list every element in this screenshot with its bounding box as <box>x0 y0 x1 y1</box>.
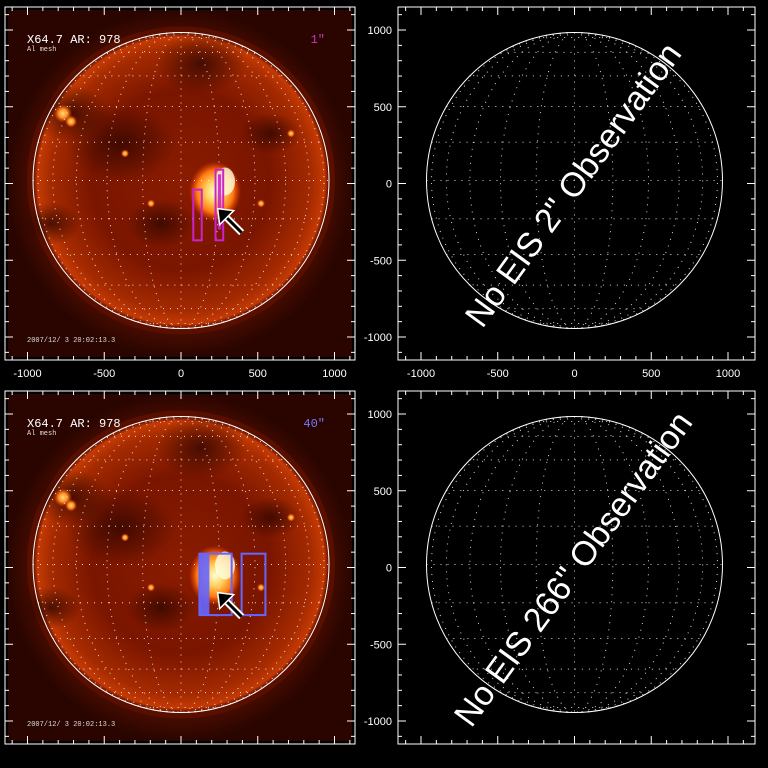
bright-point <box>121 533 129 542</box>
x-tick-label: 0 <box>178 368 184 380</box>
limb-circle <box>32 416 330 713</box>
eis-raster-box <box>192 188 203 242</box>
limb-circle <box>32 32 330 329</box>
resolution-label: 1" <box>311 33 325 47</box>
panel-subheader: Al mesh <box>27 46 56 54</box>
eis-raster-fill <box>199 553 210 616</box>
x-tick-label: -1000 <box>13 368 41 380</box>
longitude-line <box>180 32 310 329</box>
y-tick-label: 0 <box>386 179 392 191</box>
y-tick-label: -500 <box>370 639 392 651</box>
tick-marks <box>5 391 355 744</box>
resolution-label: 40" <box>303 417 325 431</box>
x-tick-label: -500 <box>93 368 115 380</box>
x-tick-label: 500 <box>642 368 660 380</box>
pointer-arrow-icon <box>216 591 245 620</box>
panel-subheader: Al mesh <box>27 430 56 438</box>
limb-circle <box>426 32 723 329</box>
active-region-core <box>215 551 235 580</box>
eis-raster-box <box>198 552 233 617</box>
panel-date: 2007/12/ 3 20:02:13.3 <box>27 337 115 345</box>
eis-raster-box <box>214 168 225 242</box>
longitude-line <box>52 32 182 329</box>
longitude-line <box>574 416 704 713</box>
y-tick-label: 500 <box>374 102 392 114</box>
bright-point <box>65 115 77 128</box>
bright-point <box>121 149 129 158</box>
bright-point <box>287 129 295 138</box>
tick-marks <box>398 7 755 360</box>
dark-region <box>156 416 246 479</box>
x-tick-label: 500 <box>249 368 267 380</box>
longitude-line <box>180 416 310 713</box>
x-tick-label: -1000 <box>407 368 435 380</box>
latlon-grid <box>33 32 329 329</box>
dark-region <box>241 112 301 155</box>
y-tick-label: 1000 <box>368 25 392 37</box>
bright-point <box>257 583 265 592</box>
panel-tr: -1000 -500 0 500 1000 1000 500 0 -500 -1000 No EIS… <box>364 6 756 380</box>
no-observation-message: No EIS 2" Observation <box>458 36 689 334</box>
bright-point <box>147 199 155 208</box>
eis-raster-box <box>240 552 267 617</box>
longitude-line <box>574 32 704 329</box>
latlon-grid <box>33 416 329 713</box>
dark-region <box>126 199 196 248</box>
bright-point <box>147 583 155 592</box>
x-tick-label: -500 <box>487 368 509 380</box>
dark-region <box>21 202 81 245</box>
longitude-line <box>445 416 575 713</box>
y-tick-label: 1000 <box>368 409 392 421</box>
panel-header: X64.7 AR: 978 <box>27 33 121 47</box>
dark-region <box>21 586 81 629</box>
y-tick-label: 500 <box>374 486 392 498</box>
pointer-arrow-icon <box>216 207 245 236</box>
eis-raster-fill <box>217 174 222 230</box>
tick-marks <box>5 7 355 360</box>
y-tick-label: -1000 <box>364 716 392 728</box>
bright-point <box>65 499 77 512</box>
x-tick-label: 1000 <box>716 368 740 380</box>
y-tick-label: -500 <box>370 255 392 267</box>
bright-point <box>287 513 295 522</box>
x-tick-label: 0 <box>571 368 577 380</box>
tick-marks <box>398 391 755 744</box>
panel-header: X64.7 AR: 978 <box>27 417 121 431</box>
x-tick-label: 1000 <box>322 368 346 380</box>
y-tick-label: -1000 <box>364 332 392 344</box>
y-tick-label: 0 <box>386 563 392 575</box>
longitude-line <box>52 416 182 713</box>
panel-date: 2007/12/ 3 20:02:13.3 <box>27 721 115 729</box>
bright-point <box>257 199 265 208</box>
longitude-line <box>445 32 575 329</box>
limb-circle <box>426 416 723 713</box>
latlon-grid <box>426 416 723 713</box>
dark-region <box>241 496 301 539</box>
dark-region <box>126 583 196 632</box>
latlon-grid <box>426 32 723 329</box>
dark-region <box>156 32 246 95</box>
